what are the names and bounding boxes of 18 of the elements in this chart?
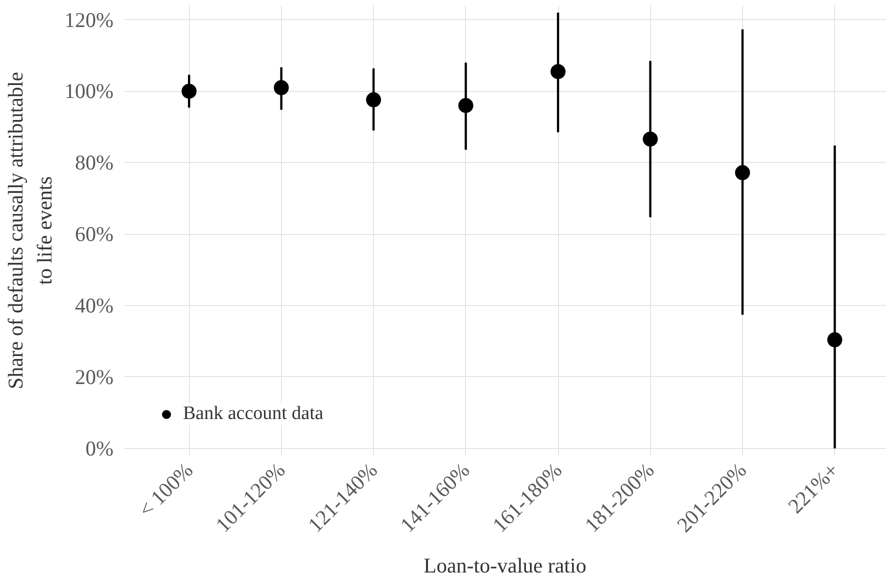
y-tick-label: 20% (75, 364, 114, 389)
point (735, 165, 750, 180)
y-tick-label: 40% (75, 294, 114, 318)
x-axis-title: Loan-to-value ratio (424, 553, 586, 578)
point (827, 332, 842, 348)
y-tick-label: 80% (75, 150, 114, 175)
point (458, 98, 474, 113)
point (366, 92, 382, 108)
y-tick-label: 60% (75, 222, 114, 246)
y-tick-label: 100% (64, 79, 114, 104)
point (550, 64, 566, 80)
point (642, 132, 658, 147)
y-tick-label: 120% (64, 8, 114, 32)
point (182, 84, 197, 99)
legend-label: Bank account data (183, 403, 324, 425)
point (274, 80, 289, 96)
y-tick-label: 0% (86, 436, 114, 460)
y-axis-title: Share of defaults causally attributable to life events (4, 72, 57, 390)
